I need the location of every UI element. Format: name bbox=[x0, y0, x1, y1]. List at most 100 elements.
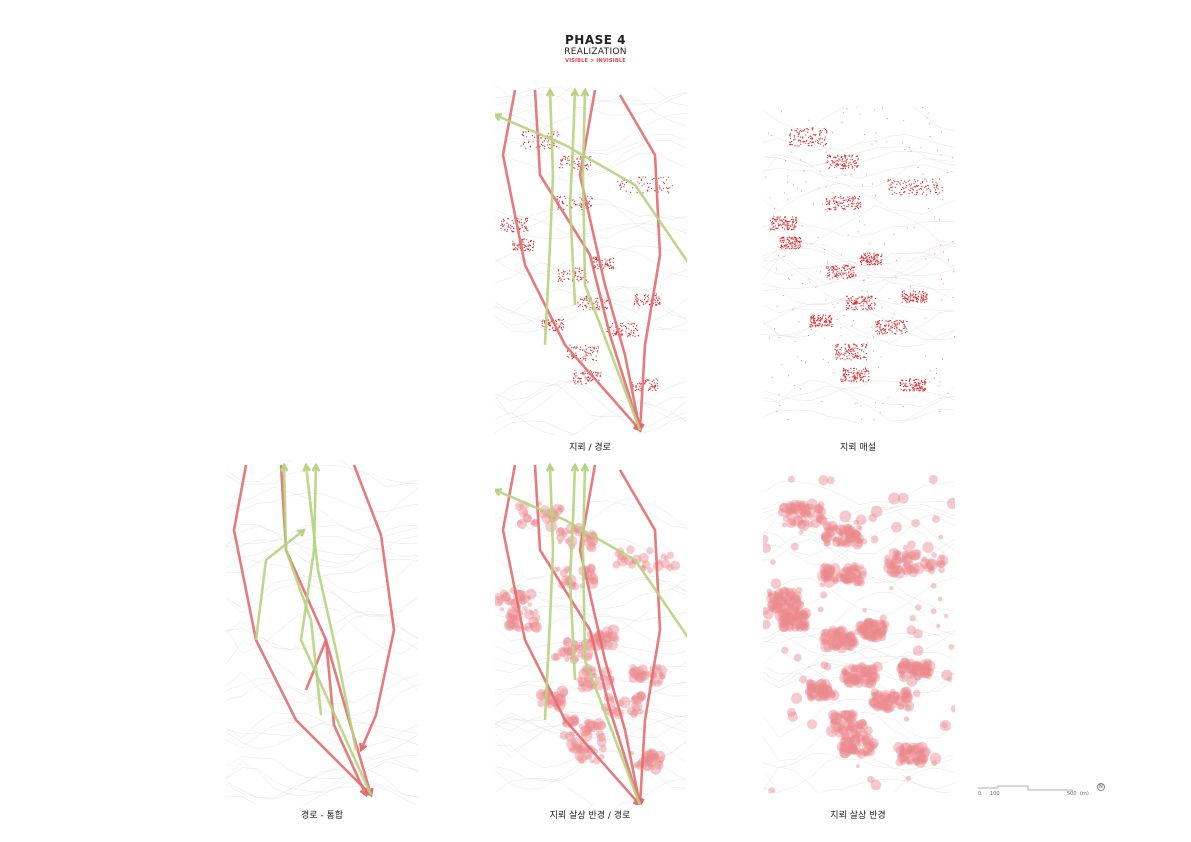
contour-line bbox=[763, 380, 955, 401]
mine-dot bbox=[817, 318, 819, 320]
radius-circle bbox=[844, 571, 856, 583]
radius-circle bbox=[920, 667, 932, 679]
mine-dot bbox=[879, 324, 881, 326]
radius-circle bbox=[839, 634, 848, 643]
mine-dot bbox=[866, 261, 868, 263]
radius-circle bbox=[779, 623, 788, 632]
mine-dot bbox=[860, 378, 862, 380]
red-route-3 bbox=[352, 464, 396, 751]
mine-dot bbox=[851, 205, 853, 207]
radius-circle bbox=[827, 528, 833, 535]
mine-dot bbox=[863, 303, 865, 305]
radius-circle bbox=[591, 672, 597, 678]
mine-dot bbox=[866, 359, 868, 361]
radius-circle bbox=[657, 559, 663, 565]
radius-circle bbox=[831, 524, 839, 532]
radius-circle bbox=[617, 699, 625, 707]
mine-dot bbox=[810, 321, 812, 323]
radius-circle bbox=[854, 575, 865, 586]
mine-dot bbox=[588, 346, 590, 348]
red-route-4-arrowhead bbox=[359, 787, 368, 798]
mine-dot bbox=[852, 349, 855, 351]
mine-dot bbox=[912, 189, 914, 191]
radius-circle bbox=[495, 593, 502, 601]
mine-dot bbox=[857, 356, 859, 358]
mine-dot bbox=[811, 329, 813, 330]
mine-dot bbox=[582, 358, 585, 360]
radius-circle bbox=[879, 630, 885, 636]
mine-dot bbox=[867, 380, 869, 382]
mine-dot bbox=[827, 203, 829, 205]
radius-circle bbox=[906, 675, 918, 687]
radius-cluster-5 bbox=[766, 586, 805, 615]
radius-circle bbox=[782, 607, 794, 618]
mine-dot bbox=[523, 135, 525, 137]
radius-circle bbox=[902, 560, 911, 569]
mine-dot bbox=[562, 270, 564, 272]
mine-dot bbox=[836, 159, 838, 161]
mine-dot bbox=[794, 130, 796, 132]
mine-dot bbox=[872, 183, 873, 185]
mine-dot bbox=[771, 228, 773, 230]
mine-dot bbox=[776, 218, 778, 220]
mine-dot bbox=[585, 357, 587, 360]
radius-circle bbox=[856, 723, 863, 730]
mine-dot bbox=[916, 389, 918, 391]
mine-dot bbox=[921, 186, 923, 188]
radius-circle bbox=[796, 618, 803, 624]
radius-circle bbox=[912, 645, 924, 656]
mine-cluster-9 bbox=[845, 295, 877, 311]
mine-dot bbox=[787, 223, 789, 225]
mine-dot bbox=[773, 229, 775, 231]
mine-dot bbox=[839, 349, 841, 351]
radius-circle bbox=[505, 618, 517, 631]
mine-dot bbox=[822, 204, 823, 206]
mine-dot bbox=[829, 324, 831, 326]
mine-cluster-15 bbox=[631, 378, 659, 392]
mine-dot bbox=[647, 299, 649, 301]
green-route-1 bbox=[282, 464, 323, 716]
radius-circle bbox=[903, 716, 910, 722]
mine-dot bbox=[584, 376, 586, 378]
radius-circle bbox=[920, 558, 931, 570]
mine-dot bbox=[862, 279, 864, 281]
mine-dot bbox=[844, 174, 846, 176]
mine-dot bbox=[842, 380, 844, 382]
mine-dot bbox=[901, 321, 903, 323]
mine-dot bbox=[799, 246, 801, 249]
mine-dot bbox=[797, 356, 799, 358]
radius-circle bbox=[553, 691, 560, 698]
radius-circle bbox=[596, 737, 607, 748]
radius-circle bbox=[895, 556, 903, 564]
mine-dot bbox=[657, 387, 659, 389]
mine-dot bbox=[782, 237, 784, 239]
mine-dot bbox=[828, 275, 830, 277]
mine-dot bbox=[899, 382, 902, 384]
radius-circle bbox=[857, 661, 867, 672]
mine-dot bbox=[605, 263, 607, 265]
mine-dot bbox=[647, 182, 649, 185]
mine-dot bbox=[520, 145, 522, 147]
radius-circle bbox=[889, 567, 900, 578]
mine-dot bbox=[549, 329, 551, 331]
radius-circle bbox=[524, 625, 530, 631]
mine-dot bbox=[629, 333, 631, 335]
radius-circle bbox=[861, 737, 870, 746]
mine-cluster-8 bbox=[859, 252, 883, 266]
radius-circle bbox=[514, 614, 521, 621]
radius-cluster-15 bbox=[629, 748, 666, 775]
radius-circle bbox=[896, 702, 904, 710]
radius-circle bbox=[812, 509, 824, 520]
mine-dot bbox=[873, 257, 875, 259]
radius-circle bbox=[835, 634, 844, 643]
mine-dot bbox=[920, 387, 922, 390]
mine-dot bbox=[818, 322, 820, 324]
mine-dot bbox=[642, 176, 644, 178]
radius-circle bbox=[770, 559, 776, 565]
radius-circle bbox=[631, 709, 639, 717]
mine-dot bbox=[924, 355, 926, 357]
mine-dot bbox=[940, 244, 941, 246]
mine-dot bbox=[861, 418, 863, 420]
radius-circle bbox=[909, 614, 916, 622]
radius-circle bbox=[845, 632, 853, 640]
